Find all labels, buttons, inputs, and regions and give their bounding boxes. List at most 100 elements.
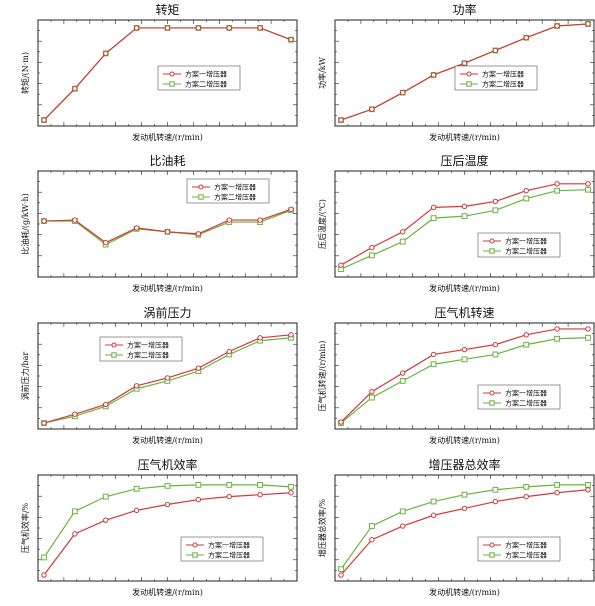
data-point-s1 bbox=[400, 89, 406, 96]
chart-panel-6: 压气机效率 发动机转速/(r/min) 压气机效率/% 方案一增压器 方案二增压器 bbox=[0, 455, 298, 606]
series-line-1 bbox=[340, 489, 589, 576]
data-point-s2 bbox=[523, 341, 530, 348]
data-point-s2 bbox=[71, 508, 78, 515]
data-point-s1 bbox=[369, 537, 375, 543]
data-point-s1 bbox=[288, 36, 294, 43]
data-point-s1 bbox=[103, 517, 109, 523]
data-point-s2 bbox=[226, 481, 233, 488]
data-point-s1 bbox=[257, 335, 263, 341]
data-point-s2 bbox=[368, 252, 375, 259]
data-point-s1 bbox=[461, 505, 468, 512]
legend-label: 方案一增压器 bbox=[505, 389, 547, 398]
data-point-s1 bbox=[523, 332, 529, 338]
data-point-s1 bbox=[72, 85, 78, 92]
legend-label: 方案二增压器 bbox=[185, 80, 227, 89]
chart-panel-0: 转矩 发动机转速/(r/min) 转矩/(N·m) 方案一增压器 方案二增压器 bbox=[0, 0, 298, 151]
data-point-s1 bbox=[195, 231, 202, 237]
data-point-s1 bbox=[164, 375, 171, 381]
data-point-s1 bbox=[133, 507, 140, 514]
data-point-s2 bbox=[164, 482, 171, 489]
data-point-s1 bbox=[257, 491, 263, 498]
data-point-s2 bbox=[195, 481, 202, 488]
data-point-s2 bbox=[461, 491, 468, 498]
legend-label: 方案一增压器 bbox=[482, 70, 524, 79]
legend-marker-s1 bbox=[198, 184, 204, 190]
data-point-s1 bbox=[461, 203, 468, 210]
data-point-s1 bbox=[164, 25, 171, 31]
data-point-s1 bbox=[41, 420, 47, 426]
data-point-s1 bbox=[288, 490, 294, 496]
plot-frame bbox=[334, 170, 595, 278]
data-point-s2 bbox=[399, 508, 406, 515]
data-point-s1 bbox=[492, 498, 499, 505]
data-point-s2 bbox=[430, 498, 437, 505]
data-point-s2 bbox=[492, 351, 499, 358]
data-point-s2 bbox=[554, 335, 561, 342]
data-point-s1 bbox=[41, 572, 47, 578]
data-point-s1 bbox=[400, 523, 406, 529]
data-point-s1 bbox=[369, 388, 375, 395]
data-point-s1 bbox=[72, 531, 78, 537]
data-point-s1 bbox=[72, 217, 78, 223]
data-point-s1 bbox=[430, 72, 437, 78]
legend-label: 方案一增压器 bbox=[505, 541, 547, 550]
chart-panel-5: 压气机转速 发动机转速/(r/min) 压气机转速/(r/min) 方案一增压器 方案二… bbox=[297, 303, 595, 454]
data-point-s1 bbox=[554, 23, 560, 29]
data-point-s1 bbox=[195, 365, 202, 371]
data-point-s1 bbox=[585, 487, 591, 493]
data-point-s1 bbox=[430, 351, 437, 358]
data-point-s2 bbox=[133, 485, 140, 492]
data-point-s1 bbox=[338, 262, 344, 268]
data-point-s1 bbox=[103, 239, 109, 246]
data-point-s2 bbox=[554, 481, 561, 488]
data-point-s1 bbox=[72, 411, 78, 417]
chart-title: 涡前压力 bbox=[143, 305, 191, 320]
x-axis-label: 发动机转速/(r/min) bbox=[429, 132, 500, 142]
x-axis-label: 发动机转速/(r/min) bbox=[429, 283, 500, 293]
legend-label: 方案二增压器 bbox=[482, 80, 524, 89]
data-point-s1 bbox=[195, 25, 202, 31]
chart-panel-1: 功率 发动机转速/(r/min) 功率/kW 方案一增压器 方案二增压器 bbox=[297, 0, 595, 151]
data-point-s2 bbox=[399, 378, 406, 384]
legend-marker-s2 bbox=[489, 248, 495, 254]
y-axis-label: 涡前压力/bar bbox=[20, 352, 30, 401]
y-axis-label: 增压器总效率/% bbox=[317, 498, 327, 557]
data-point-s1 bbox=[430, 512, 437, 518]
data-point-s1 bbox=[523, 493, 529, 500]
chart-panel-4: 涡前压力 发动机转速/(r/min) 涡前压力/bar 方案一增压器 方案二增压器 bbox=[0, 303, 298, 454]
data-point-s2 bbox=[461, 213, 468, 220]
data-point-s1 bbox=[338, 572, 344, 578]
chart-title: 压后温度 bbox=[440, 153, 488, 168]
data-point-s1 bbox=[133, 225, 140, 231]
data-point-s1 bbox=[164, 501, 171, 508]
legend-marker-s2 bbox=[198, 194, 204, 200]
data-point-s1 bbox=[400, 370, 406, 376]
y-axis-label: 比油耗/(g/kW·h) bbox=[20, 193, 30, 255]
data-point-s1 bbox=[585, 181, 591, 187]
data-point-s1 bbox=[492, 47, 499, 54]
chart-panel-3: 压后温度 发动机转速/(r/min) 压后温度/(℃) 方案一增压器 方案二增压器 bbox=[297, 151, 595, 302]
legend-label: 方案二增压器 bbox=[127, 351, 169, 360]
legend-marker-s2 bbox=[169, 81, 175, 87]
x-axis-label: 发动机转速/(r/min) bbox=[132, 587, 203, 597]
data-point-s1 bbox=[492, 341, 499, 348]
legend-marker-s2 bbox=[192, 552, 198, 558]
data-point-s1 bbox=[226, 217, 232, 223]
legend-label: 方案一增压器 bbox=[214, 183, 256, 192]
chart-title: 压气机转速 bbox=[434, 305, 494, 320]
legend-marker-s1 bbox=[466, 71, 472, 77]
data-point-s2 bbox=[554, 187, 561, 194]
y-axis-label: 转矩/(N·m) bbox=[20, 52, 30, 94]
x-axis-label: 发动机转速/(r/min) bbox=[429, 587, 500, 597]
data-point-s1 bbox=[164, 229, 171, 235]
